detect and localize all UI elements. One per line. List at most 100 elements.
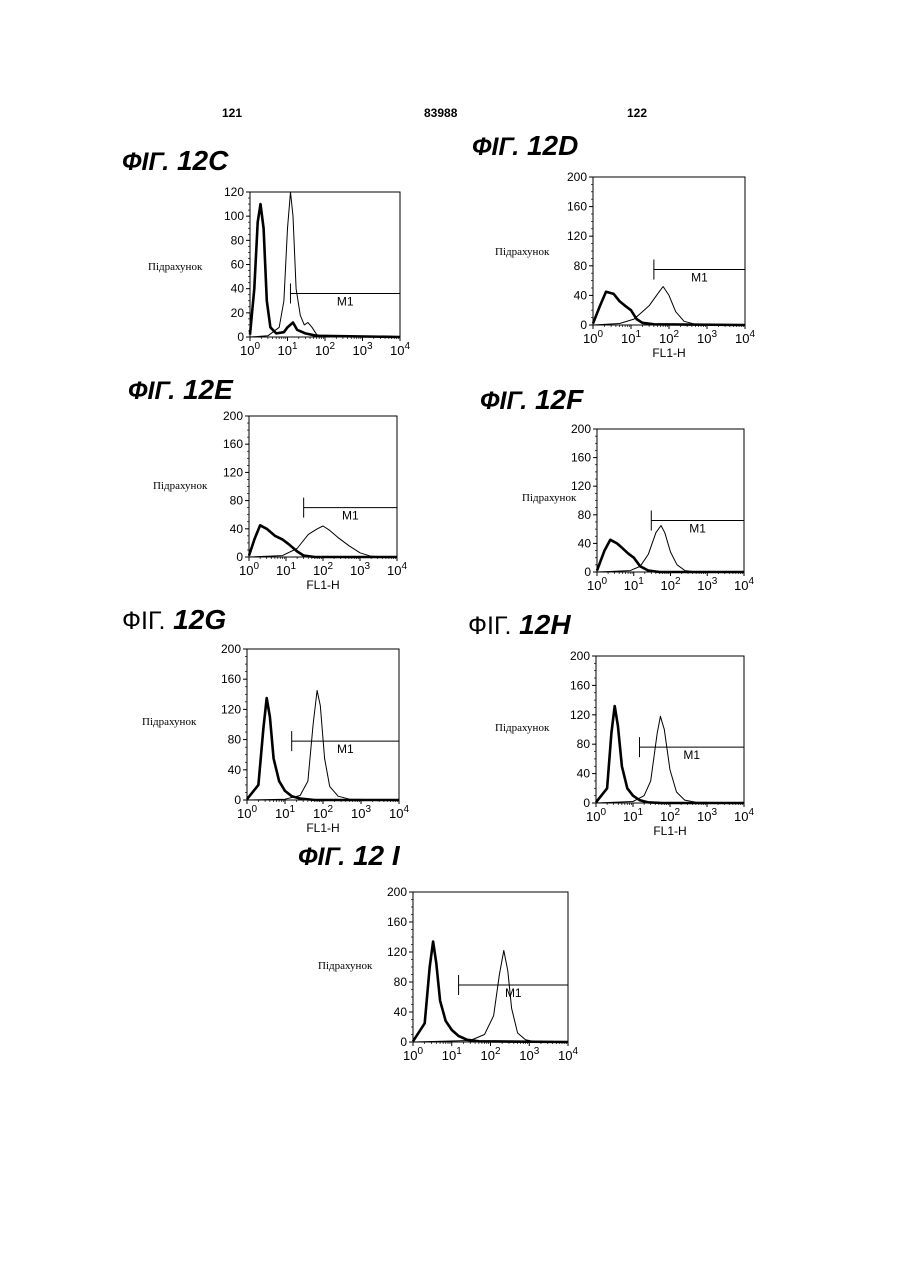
x-tick-label: 102 (313, 561, 333, 578)
figure-title-number: 12E (175, 374, 233, 405)
x-tick-label: 104 (390, 341, 410, 358)
x-tick-exponent: 3 (364, 561, 370, 572)
y-tick-label: 160 (567, 200, 587, 214)
y-tick-label: 0 (580, 318, 587, 332)
y-tick-label: 160 (571, 451, 591, 465)
x-tick-label: 104 (389, 804, 409, 821)
histogram-chart: 04080120160200100101102103104FL1-HM1 (195, 405, 420, 595)
x-tick-label: 100 (587, 576, 607, 593)
stained-histogram-line (249, 526, 397, 557)
control-histogram-line (247, 698, 399, 800)
x-tick-label: 101 (623, 807, 643, 824)
y-tick-label: 120 (571, 479, 591, 493)
page-number-right: 122 (627, 106, 647, 120)
x-tick-exponent: 1 (290, 561, 296, 572)
x-axis-label: FL1-H (653, 824, 686, 838)
figure-title-number: 12G (165, 604, 226, 635)
marker-label: M1 (337, 295, 354, 309)
x-tick-label: 100 (403, 1046, 423, 1063)
plot-frame (249, 416, 397, 557)
x-axis-label: FL1-H (652, 346, 685, 360)
x-tick-label: 104 (735, 329, 755, 346)
x-tick-exponent: 3 (367, 341, 373, 352)
x-tick-label: 100 (583, 329, 603, 346)
y-tick-label: 120 (223, 465, 243, 479)
x-tick-exponent: 1 (289, 804, 295, 815)
x-tick-label: 103 (351, 804, 371, 821)
x-tick-exponent: 0 (251, 804, 257, 815)
control-histogram-line (413, 942, 568, 1043)
x-tick-exponent: 0 (601, 576, 607, 587)
y-tick-label: 80 (230, 494, 244, 508)
figure-title: ФIГ. 12E (128, 376, 233, 404)
y-tick-label: 0 (400, 1035, 407, 1049)
plot-frame (250, 192, 400, 337)
x-tick-label: 101 (624, 576, 644, 593)
stained-histogram-line (247, 691, 399, 801)
marker-label: M1 (689, 522, 706, 536)
control-histogram-line (249, 525, 397, 557)
x-tick-exponent: 2 (327, 561, 333, 572)
x-axis-label: FL1-H (306, 821, 339, 835)
marker-label: M1 (691, 271, 708, 285)
x-tick-exponent: 4 (748, 576, 754, 587)
x-tick-exponent: 1 (292, 341, 298, 352)
x-tick-label: 102 (315, 341, 335, 358)
page-number-left: 121 (222, 106, 242, 120)
histogram-chart: 04080120160200100101102103104FL1-HM1 (543, 645, 768, 850)
control-histogram-line (597, 540, 744, 572)
y-tick-label: 40 (574, 288, 588, 302)
y-tick-label: 80 (394, 975, 408, 989)
x-tick-label: 104 (387, 561, 407, 578)
x-tick-exponent: 1 (638, 576, 644, 587)
x-tick-exponent: 4 (749, 329, 755, 340)
figure-title: ФIГ. 12D (472, 132, 578, 160)
x-tick-exponent: 0 (597, 329, 603, 340)
x-tick-label: 102 (480, 1046, 500, 1063)
figure-title-prefix: ФIГ. (298, 843, 345, 871)
figure-title-prefix: ФIГ. (122, 148, 169, 176)
figure-title-prefix: ФIГ. (468, 612, 511, 640)
x-tick-label: 102 (660, 807, 680, 824)
y-tick-label: 200 (223, 409, 243, 423)
figure-title: ФIГ. 12F (480, 386, 583, 414)
figure-title: ФIГ. 12 I (298, 842, 400, 870)
x-tick-label: 102 (313, 804, 333, 821)
y-tick-label: 40 (228, 763, 242, 777)
x-tick-exponent: 4 (401, 561, 407, 572)
x-tick-exponent: 4 (403, 804, 409, 815)
y-tick-label: 120 (221, 702, 241, 716)
y-tick-label: 0 (234, 793, 241, 807)
x-tick-label: 102 (660, 576, 680, 593)
y-tick-label: 80 (578, 508, 592, 522)
figure-title-number: 12D (519, 130, 578, 161)
stained-histogram-line (593, 287, 745, 326)
figure-title-prefix: ФIГ. (122, 607, 165, 635)
y-tick-label: 80 (577, 737, 591, 751)
y-tick-label: 160 (223, 437, 243, 451)
y-axis-label: Підрахунок (142, 716, 196, 728)
y-tick-label: 200 (571, 422, 591, 436)
x-tick-exponent: 2 (675, 576, 681, 587)
x-tick-label: 104 (734, 807, 754, 824)
histogram-chart: 04080120160200100101102103104FL1-HM1 (195, 638, 420, 848)
y-tick-label: 120 (570, 708, 590, 722)
x-tick-label: 103 (350, 561, 370, 578)
x-tick-exponent: 4 (572, 1046, 578, 1057)
marker-label: M1 (683, 748, 700, 762)
x-tick-label: 100 (239, 561, 259, 578)
x-tick-label: 102 (659, 329, 679, 346)
x-tick-label: 101 (277, 341, 297, 358)
x-tick-exponent: 1 (456, 1046, 462, 1057)
y-tick-label: 40 (577, 767, 591, 781)
figure-title-prefix: ФIГ. (472, 133, 519, 161)
y-tick-label: 40 (231, 282, 245, 296)
x-tick-label: 103 (697, 576, 717, 593)
x-tick-label: 101 (276, 561, 296, 578)
y-tick-label: 200 (387, 885, 407, 899)
figure-title-number: 12 I (345, 840, 399, 871)
y-tick-label: 0 (237, 330, 244, 344)
y-tick-label: 200 (221, 642, 241, 656)
x-tick-exponent: 3 (712, 576, 718, 587)
x-tick-exponent: 1 (637, 807, 643, 818)
